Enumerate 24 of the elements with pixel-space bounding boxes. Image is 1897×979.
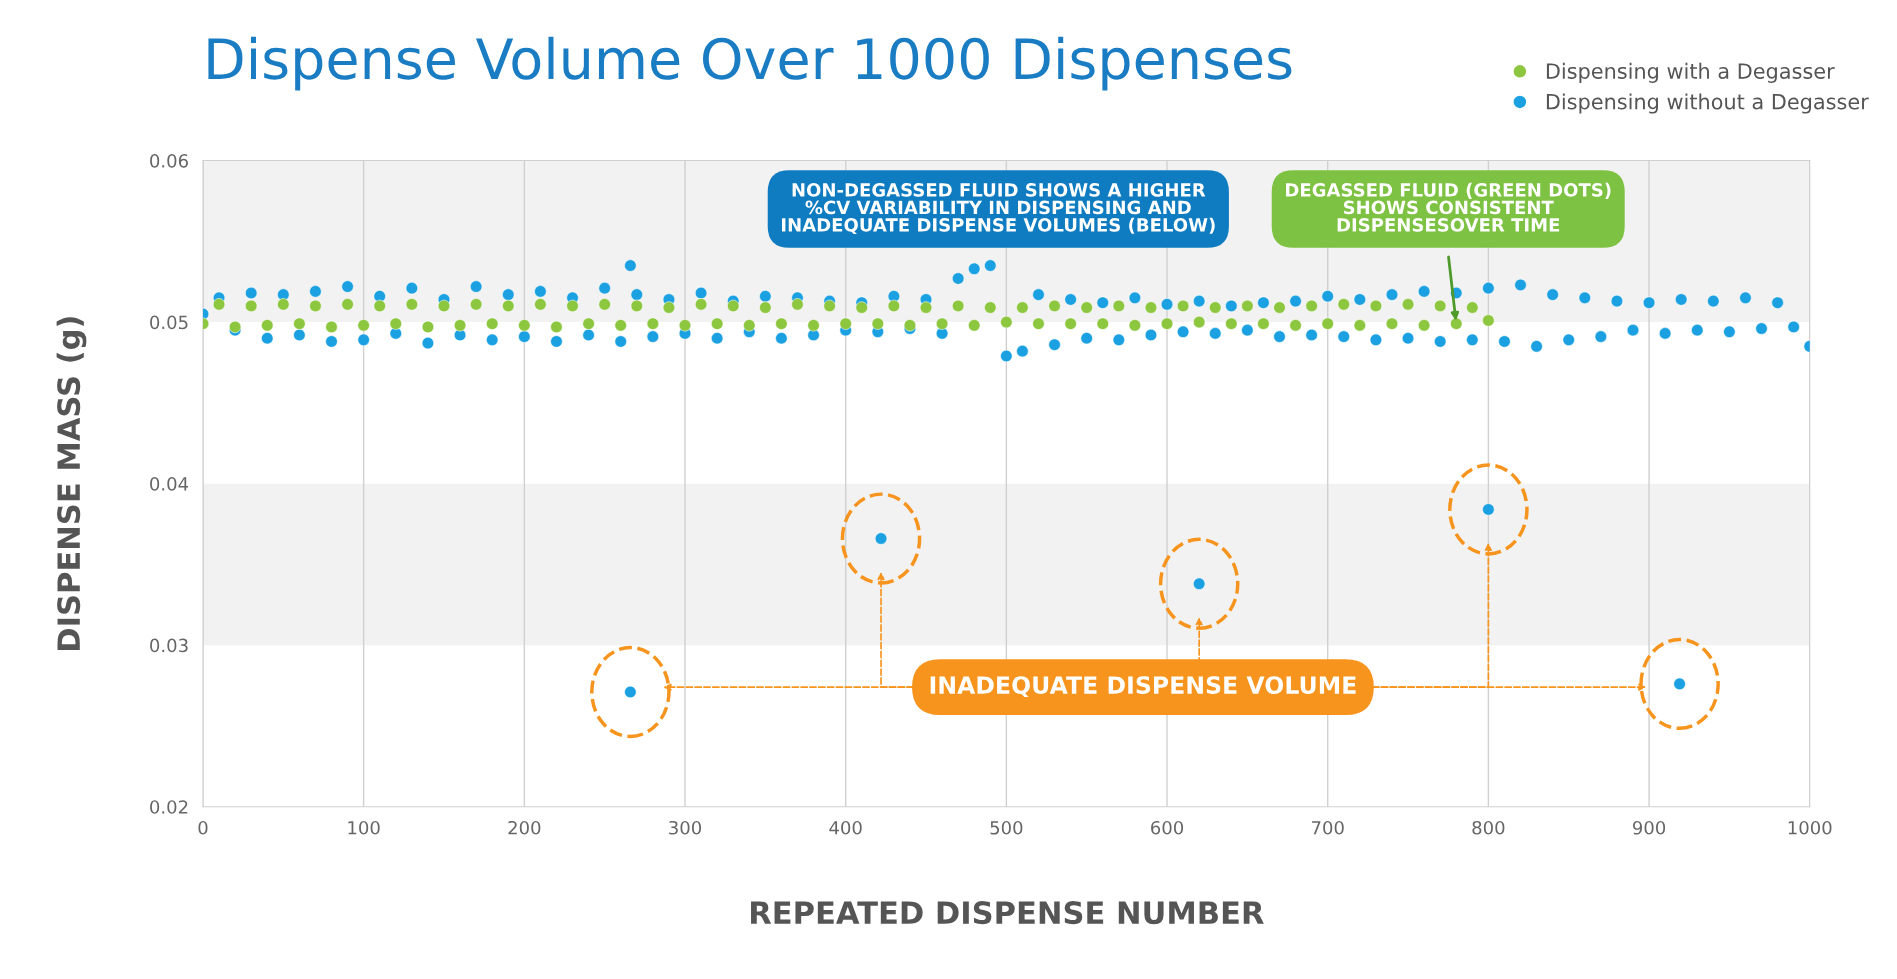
x-tick-label: 800 — [1472, 820, 1505, 835]
x-tick-label: 700 — [1311, 820, 1344, 835]
y-axis-title: DISPENSE MASS (g) — [56, 317, 87, 650]
x-axis-title: REPEATED DISPENSE NUMBER — [751, 901, 1264, 925]
x-tick-label: 100 — [348, 820, 380, 835]
x-tick-label: 1000 — [1788, 820, 1832, 835]
annotation: DEGASSED FLUID (GREEN DOTS) SHOWS CONSISTENT DISPENSESOVER TIME — [1286, 182, 1611, 232]
x-tick-label: 600 — [1151, 820, 1184, 835]
legend-label: Dispensing without a Degasser — [1546, 93, 1869, 114]
y-tick-label: 0.05 — [150, 315, 188, 330]
annotation: INADEQUATE DISPENSE VOLUME — [930, 676, 1356, 698]
x-tick-label: 400 — [829, 820, 862, 835]
y-tick-label: 0.04 — [150, 477, 189, 491]
x-tick-label: 300 — [669, 820, 702, 835]
y-tick-label: 0.06 — [150, 154, 188, 168]
x-tick-label: 0 — [198, 820, 208, 835]
y-tick-label: 0.03 — [150, 638, 188, 653]
legend-label: Dispensing with a Degasser — [1546, 62, 1835, 83]
y-tick-label: 0.02 — [150, 800, 188, 814]
annotation: NON-DEGASSED FLUID SHOWS A HIGHER %CV VARIABILITY IN DISPENSING AND INADEQUATE DISPENSE VOLUMES (BELOW) — [782, 183, 1215, 235]
chart-title: Dispense Volume Over 1000 Dispenses — [208, 36, 1292, 91]
x-tick-label: 900 — [1632, 820, 1666, 835]
x-tick-label: 500 — [990, 820, 1023, 835]
x-tick-label: 200 — [508, 820, 541, 835]
